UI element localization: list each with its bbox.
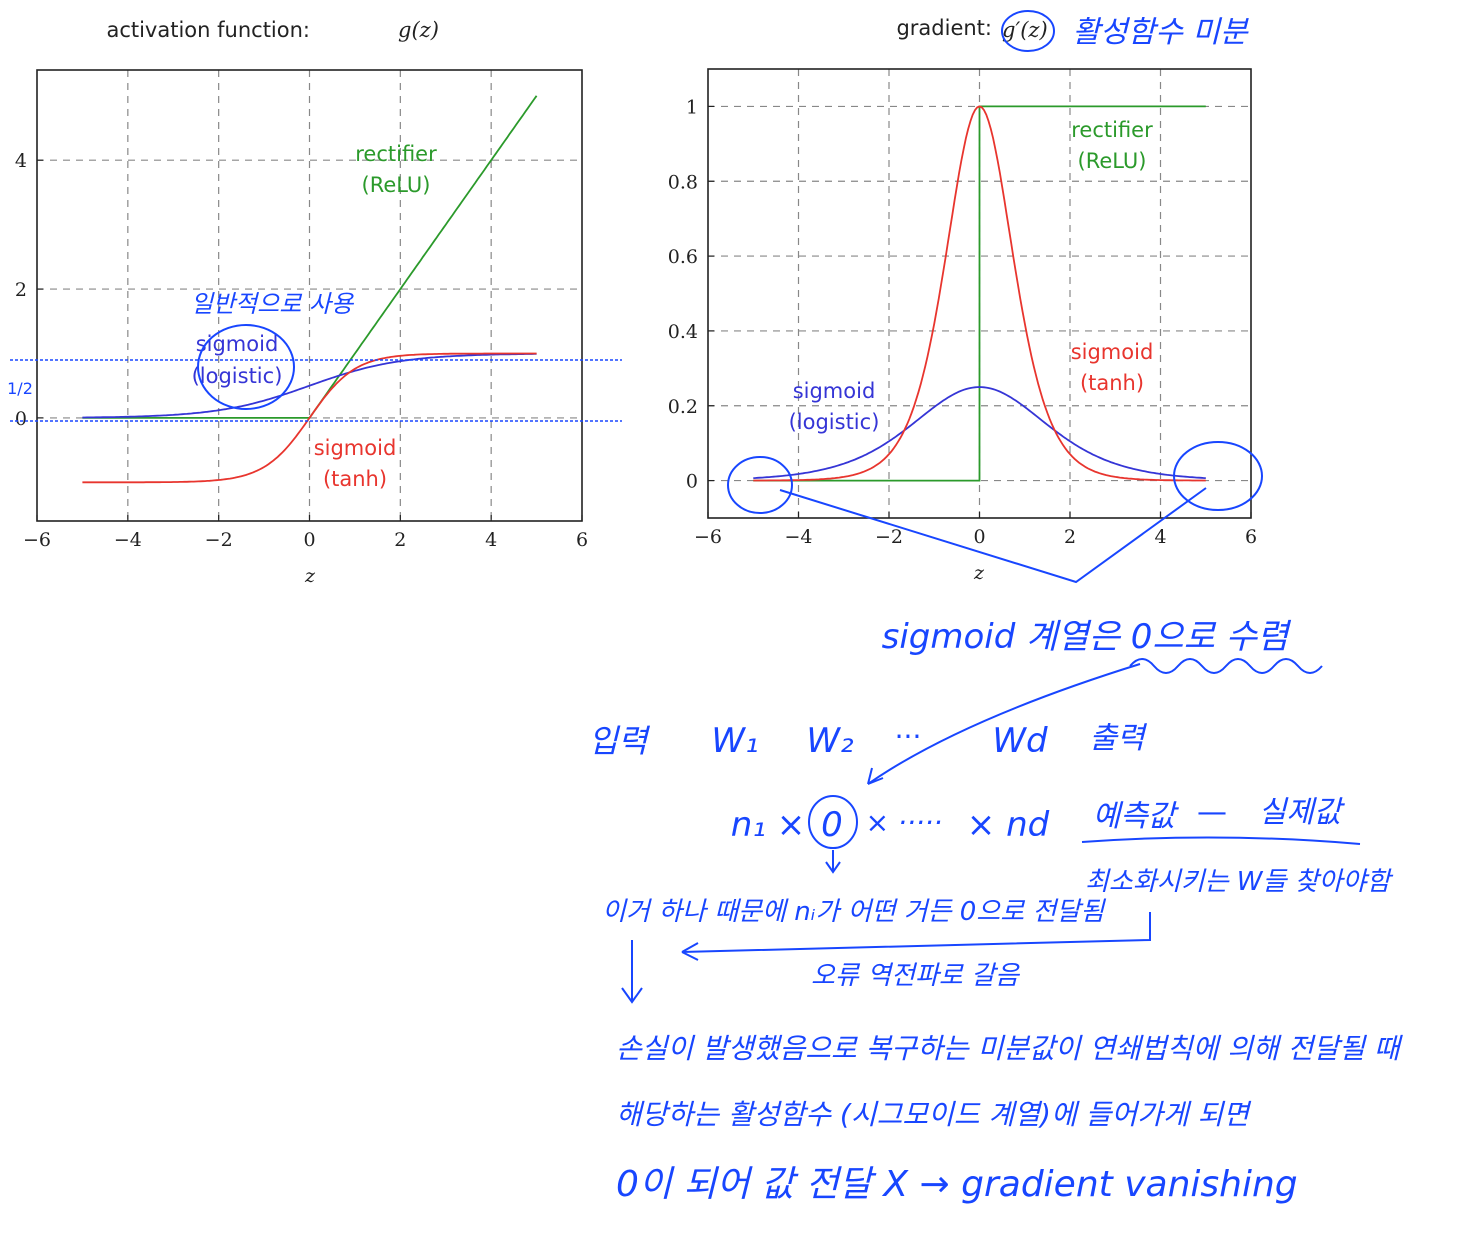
note-line-f: 0이 되어 값 전달 X → gradient vanishing [616,1164,1298,1205]
zero-down-arrow [825,850,841,874]
right-chart-title: gradient: [896,16,992,40]
circle-left-tail [727,456,793,514]
right-label-logistic-2: (logistic) [789,410,880,434]
y-tick-label: 1 [686,96,698,118]
right-x-axis-label: z [973,562,985,584]
circle-derivative [1001,10,1055,52]
circle-logistic [197,324,295,410]
y-tick-label: 0.4 [668,321,698,343]
right-plot-frame [707,68,1252,519]
left-chart-title: activation function: [106,18,310,42]
y-tick-label: 0.2 [668,396,698,418]
y-tick-label: 0.6 [668,246,698,268]
right-label-tanh-2: (tanh) [1080,371,1144,395]
right-tick-labels: −6 −4 −2 0 2 4 6 0 0.2 0.4 0.6 0.8 1 [668,96,1257,548]
arrow-to-zero [867,663,1141,785]
y-tick-label: 0.8 [668,171,698,193]
y-tick-label: 0 [686,471,698,493]
left-label-relu-1: rectifier [355,142,437,166]
series-line-rectifier-relu [753,105,1206,482]
note-mid: × ····· [866,806,943,839]
note-minus: — [1197,795,1227,830]
x-tick-label: 4 [485,529,497,551]
left-plot-frame [36,69,583,522]
left-label-relu-2: (ReLU) [362,173,431,197]
wavy-underline [1129,658,1323,674]
left-label-tanh-1: sigmoid [314,436,397,460]
note-prediction: 예측값 [1093,799,1180,834]
y-tick-label: 2 [15,279,27,301]
left-label-logistic-1: sigmoid [196,332,279,356]
note-output: 출력 [1089,721,1148,756]
series-line-sigmoid-logistic [82,352,537,419]
gradient-chart: gradient: g′(z) −6 −4 −2 0 2 4 6 0 0.2 0.4 0.6 0.8 1… [668,16,1257,584]
note-line-a: 이거 하나 때문에 nᵢ가 어떤 거든 0으로 전달됨 [602,897,1106,927]
note-dots: ··· [895,720,922,753]
note-n1: n₁ × [731,805,805,845]
series-line-sigmoid-logistic [753,386,1206,479]
tail-connector [779,487,1207,584]
x-tick-label: 2 [1064,526,1076,548]
left-label-logistic-2: (logistic) [192,364,283,388]
note-nd: × nd [967,805,1050,845]
circle-right-tail [1173,441,1263,511]
handwritten-annotations: 1/2 일반적으로 사용 활성함수 미분 sigmoid 계열은 0으로 수렴 … [7,10,1404,1205]
x-tick-label: −2 [875,526,903,548]
right-label-tanh-1: sigmoid [1071,340,1154,364]
x-tick-label: −2 [205,529,233,551]
left-chart-title-math: g(z) [398,18,439,42]
note-zero-term: 0 [821,805,843,845]
x-tick-label: 0 [303,529,315,551]
note-wd: Wd [992,721,1048,761]
right-label-relu-2: (ReLU) [1078,149,1147,173]
right-label-relu-1: rectifier [1071,118,1153,142]
y-tick-label: 4 [15,150,27,172]
x-tick-label: −4 [114,529,142,551]
activation-function-chart: activation function: g(z) −6 −4 −2 0 2 4 6024 … [15,18,588,587]
down-arrow [621,940,643,1004]
left-x-axis-label: z [304,565,316,587]
x-tick-label: 6 [1245,526,1257,548]
prediction-underline [1081,836,1361,845]
series-line-sigmoid-tanh [753,105,1206,482]
note-w1: W₁ [711,721,758,761]
y-tick-label: 0 [15,408,27,430]
left-label-tanh-2: (tanh) [323,467,387,491]
x-tick-label: −4 [784,526,812,548]
note-line-b: 최소화시키는 W들 찾아야함 [1085,867,1393,897]
note-actual: 실제값 [1259,795,1346,830]
note-line-d: 손실이 발생했음으로 복구하는 미분값이 연쇄법칙에 의해 전달될 때 [616,1032,1404,1065]
note-commonly-used: 일반적으로 사용 [191,290,355,318]
right-series [753,105,1206,482]
circle-zero-term [808,795,858,849]
left-series [82,95,538,484]
x-tick-label: 0 [973,526,985,548]
note-line-c: 오류 역전파로 갈음 [811,961,1021,991]
x-tick-label: −6 [23,529,51,551]
arrow-to-zero-head [867,767,884,785]
half-mark: 1/2 [7,379,33,398]
note-converge-zero: sigmoid 계열은 0으로 수렴 [882,617,1292,657]
note-line-e: 해당하는 활성함수 (시그모이드 계열)에 들어가게 되면 [616,1098,1252,1131]
note-w2: W₂ [806,721,854,761]
note-activation-derivative: 활성함수 미분 [1072,15,1249,50]
series-line-sigmoid-tanh [82,352,537,484]
backprop-arrow [681,912,1151,953]
x-tick-label: 4 [1154,526,1166,548]
right-label-logistic-1: sigmoid [793,379,876,403]
x-tick-label: 6 [576,529,588,551]
right-chart-title-math: g′(z) [1002,18,1048,42]
backprop-arrow-head [681,942,699,961]
note-input: 입력 [589,722,651,760]
x-tick-label: 2 [394,529,406,551]
x-tick-label: −6 [694,526,722,548]
left-tick-labels: −6 −4 −2 0 2 4 6 0 2 4 [15,150,588,551]
